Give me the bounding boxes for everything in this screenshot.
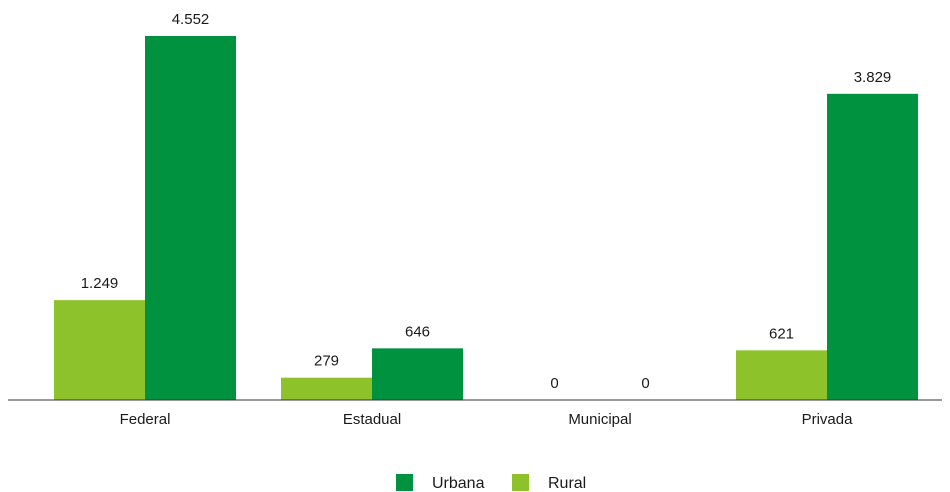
category-label-federal: Federal	[120, 411, 171, 428]
bar-rural-privada	[736, 350, 827, 400]
category-labels-group: Federal Estadual Municipal Privada	[120, 411, 854, 428]
legend-label-rural: Rural	[548, 475, 586, 492]
category-label-municipal: Municipal	[568, 411, 631, 428]
legend-swatch-urbana	[396, 474, 413, 491]
bar-rural-federal	[54, 300, 145, 400]
bar-rural-estadual	[281, 377, 372, 400]
legend-label-urbana: Urbana	[432, 475, 485, 492]
value-label-urbana-federal: 4.552	[172, 11, 210, 28]
legend: Urbana Rural	[396, 474, 586, 492]
value-label-urbana-privada: 3.829	[854, 69, 892, 86]
legend-swatch-rural	[512, 474, 529, 491]
value-label-urbana-estadual: 646	[405, 323, 430, 340]
value-labels-group: 1.249 4.552 279 646 0 0 621 3.829	[81, 11, 892, 392]
value-label-rural-privada: 621	[769, 325, 794, 342]
value-label-urbana-municipal: 0	[641, 375, 649, 392]
bar-urbana-estadual	[372, 348, 463, 400]
bar-urbana-federal	[145, 36, 236, 400]
bar-urbana-privada	[827, 93, 918, 401]
value-label-rural-federal: 1.249	[81, 275, 119, 292]
value-label-rural-estadual: 279	[314, 353, 339, 370]
category-label-estadual: Estadual	[343, 411, 401, 428]
category-label-privada: Privada	[802, 411, 854, 428]
bars-group	[54, 36, 918, 401]
value-label-rural-municipal: 0	[550, 375, 558, 392]
